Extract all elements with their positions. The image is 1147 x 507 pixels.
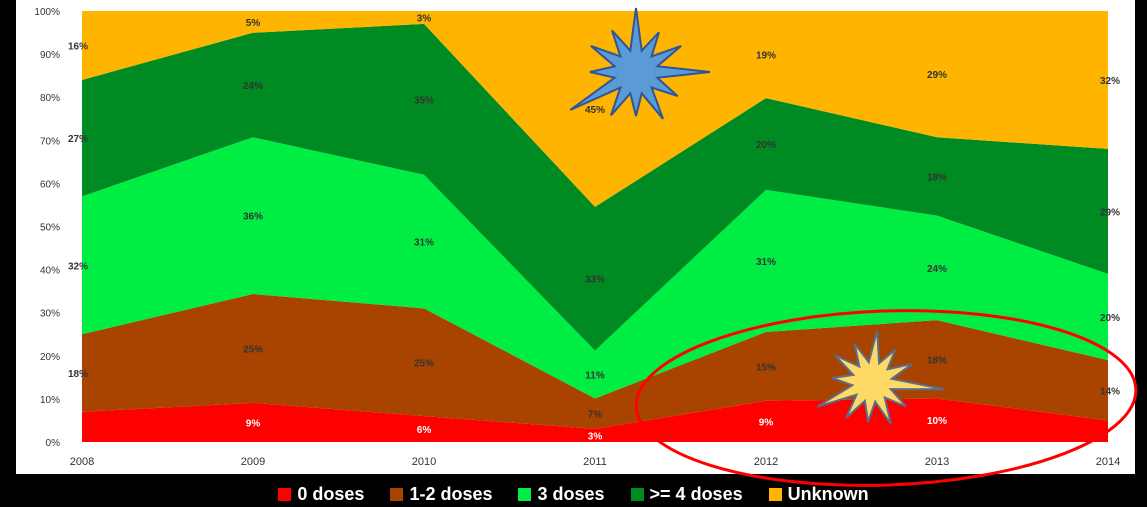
data-label: 10% <box>927 416 947 427</box>
legend-label: 3 doses <box>537 483 605 504</box>
legend-item: Unknown <box>768 483 869 505</box>
y-tick-label: 0% <box>46 438 61 449</box>
legend-label: >= 4 doses <box>649 483 743 504</box>
area-series-2 <box>82 137 1108 399</box>
y-tick-label: 100% <box>34 7 60 18</box>
data-label: 5 <box>1114 427 1120 438</box>
area-series-4 <box>82 11 1108 207</box>
data-label: % <box>68 423 77 434</box>
data-label: 36% <box>243 212 263 223</box>
data-label: 31% <box>414 238 434 249</box>
data-label: 3% <box>417 13 432 24</box>
data-label: 33% <box>585 275 605 286</box>
x-tick-label: 2013 <box>925 456 949 468</box>
data-label: 5% <box>246 18 261 29</box>
legend-item: 1-2 doses <box>390 484 492 505</box>
data-label: 29% <box>1100 207 1120 218</box>
x-tick-label: 2012 <box>754 456 778 468</box>
x-tick-label: 2010 <box>412 456 436 468</box>
y-tick-label: 80% <box>40 93 60 104</box>
legend-label: Unknown <box>787 483 869 504</box>
data-label: 11% <box>585 371 605 382</box>
legend-swatch <box>768 487 782 501</box>
data-label: 32% <box>1100 76 1120 87</box>
legend-item: 3 doses <box>518 483 605 505</box>
data-label: 16% <box>68 41 88 52</box>
x-tick-label: 2011 <box>583 456 607 468</box>
legend: 0 doses 1-2 doses 3 doses >= 4 doses Unknown <box>0 482 1147 506</box>
data-label: 25% <box>414 358 434 369</box>
legend-label: 0 doses <box>297 483 365 504</box>
data-label: 32% <box>68 261 88 272</box>
data-label: 27% <box>68 134 88 145</box>
data-label: 35% <box>414 95 434 106</box>
y-tick-label: 90% <box>40 50 60 61</box>
legend-swatch <box>518 487 532 501</box>
data-label: 29% <box>927 70 947 81</box>
y-tick-label: 50% <box>40 223 60 234</box>
data-label: 9% <box>246 418 261 429</box>
data-label: 15% <box>756 362 776 373</box>
data-label: 18% <box>927 355 947 366</box>
x-tick-label: 2008 <box>70 456 94 468</box>
y-tick-label: 40% <box>40 266 60 277</box>
data-label: 20% <box>756 140 776 151</box>
y-tick-label: 70% <box>40 136 60 147</box>
data-label: 24% <box>243 81 263 92</box>
legend-item: 0 doses <box>278 484 364 505</box>
legend-swatch <box>278 487 292 501</box>
data-label: 18% <box>927 172 947 183</box>
data-label: 7% <box>588 410 603 421</box>
legend-swatch <box>390 487 404 501</box>
y-tick-label: 30% <box>40 309 60 320</box>
data-label: 25% <box>243 344 263 355</box>
y-tick-label: 20% <box>40 352 60 363</box>
data-label: 18% <box>68 369 88 380</box>
data-labels: % 9% 6% 3% 9% 10% 5 18% 25% 25% 7% 15% 18% 14% 32% 36% 3… <box>68 13 1120 442</box>
y-axis: 0% 10% 20% 30% 40% 50% 60% 70% 80% 90% 100% <box>34 7 60 449</box>
highlight-ellipse-annotation <box>634 309 1138 487</box>
yellow-starburst-annotation <box>816 330 944 425</box>
x-tick-label: 2014 <box>1096 456 1120 468</box>
y-tick-label: 10% <box>40 395 60 406</box>
data-label: 20% <box>1100 313 1120 324</box>
data-label: 9% <box>759 417 774 428</box>
blue-starburst-annotation <box>569 7 711 120</box>
x-tick-label: 2009 <box>241 456 265 468</box>
data-label: 14% <box>1100 386 1120 397</box>
area-series-3 <box>82 23 1108 351</box>
legend-swatch <box>630 487 644 501</box>
data-label: 24% <box>927 264 947 275</box>
data-label: 45% <box>585 105 605 116</box>
data-label: 6% <box>417 425 432 436</box>
data-label: 3% <box>588 431 603 442</box>
legend-item: >= 4 doses <box>630 483 743 505</box>
legend-label: 1-2 doses <box>409 483 493 504</box>
y-tick-label: 60% <box>40 179 60 190</box>
x-axis: 2008 2009 2010 2011 2012 2013 2014 <box>70 456 1120 468</box>
annotations <box>569 7 1138 487</box>
data-label: 31% <box>756 257 776 268</box>
data-label: 19% <box>756 51 776 62</box>
